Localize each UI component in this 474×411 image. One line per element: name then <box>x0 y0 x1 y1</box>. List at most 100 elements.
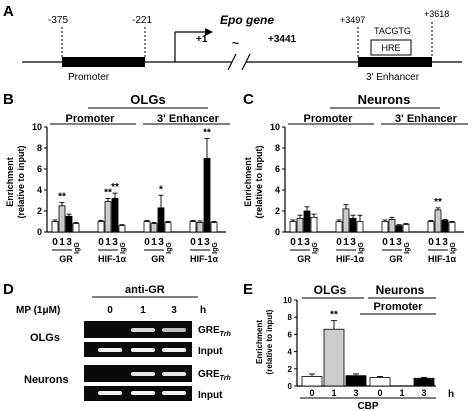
chart-c-bar-0-3 <box>310 216 318 233</box>
group-label-olgs: OLGs <box>314 283 347 297</box>
chart-c-ytick-label-4: 8 <box>275 143 280 153</box>
panel-e: E OLGs Neurons Promoter Enrichment (rela… <box>243 281 454 411</box>
chart-b-ytick-label-0: 0 <box>37 227 42 237</box>
panel-c: C Neurons Promoter 3' Enhancer Enrichmen… <box>243 91 468 264</box>
chart-e-time-label-2: 3 <box>353 388 358 398</box>
chart-b-time-label-2-1: 1 <box>151 237 157 248</box>
panel-b-letter: B <box>3 91 14 108</box>
chart-c-time-label-2-0: 0 <box>382 237 388 248</box>
row-label-olgs: OLGs <box>30 332 60 344</box>
panel-a: A -375 -221 Promoter Epo gene +1 ~ +3441… <box>3 3 462 83</box>
chart-c-igg-label-0: IgG <box>312 242 319 254</box>
panel-b-region-enhancer: 3' Enhancer <box>157 113 220 125</box>
chart-b-bar-0-1 <box>58 205 66 233</box>
chart-c-igg-label-2: IgG <box>404 242 411 254</box>
gre-label-neurons: GRETrh <box>198 369 231 382</box>
chart-c-ytick-label-1: 2 <box>275 206 280 216</box>
chart-b-bar-1-3 <box>118 225 126 233</box>
panel-c-region-enhancer: 3' Enhancer <box>395 113 458 125</box>
chart-c-igg-label-3: IgG <box>450 242 457 254</box>
chart-c-time-label-2-1: 1 <box>389 237 395 248</box>
chart-b-time-label-0-2: 3 <box>66 237 72 248</box>
chart-e-time-label-3: 0 <box>377 388 382 398</box>
pos-p3497: +3497 <box>340 15 365 25</box>
panel-b-ylabel-2: (relative to input) <box>16 145 26 218</box>
chart-c-ytick-label-2: 4 <box>275 185 280 195</box>
chart-c-time-label-0-0: 0 <box>290 237 296 248</box>
chart-c-time-label-1-2: 3 <box>350 237 356 248</box>
chart-c-bar-3-1 <box>434 209 442 233</box>
panel-a-letter: A <box>3 3 14 20</box>
chart-b-sig-2-2: * <box>159 184 163 195</box>
chart-c-time-label-2-2: 3 <box>396 237 402 248</box>
chart-b-bar-3-2 <box>203 158 211 233</box>
chart-b-time-label-1-1: 1 <box>105 237 111 248</box>
panel-b-title: OLGs <box>130 92 165 107</box>
break-mark-2 <box>241 53 251 71</box>
chart-e-bar-0-1 <box>323 328 345 387</box>
band-neurons-gre-3h <box>162 372 186 376</box>
chart-e-plot: 0 2 4 6 8 10 0 ** 1 3 0 1 3 <box>283 296 436 398</box>
chart-b-bar-2-1 <box>150 223 158 233</box>
pos-p1: +1 <box>196 34 208 45</box>
chart-c-bar-2-2 <box>395 225 403 233</box>
chart-b-bar-0-0 <box>51 221 59 233</box>
chart-b-bar-3-0 <box>189 221 197 233</box>
lane-label-0: 0 <box>107 305 113 316</box>
time-unit-d: h <box>200 305 206 316</box>
promoter-label: Promoter <box>68 72 110 83</box>
panel-c-letter: C <box>243 91 254 108</box>
chart-b-bar-2-2 <box>157 207 165 233</box>
chart-c-bar-3-3 <box>448 222 456 233</box>
chart-c-bar-2-0 <box>381 221 389 233</box>
chart-c-time-label-3-2: 3 <box>442 237 448 248</box>
chart-b-time-label-3-0: 0 <box>190 237 196 248</box>
group-label-neurons: Neurons <box>376 283 425 297</box>
chart-b-ytick-label-5: 10 <box>32 122 42 132</box>
chart-b-antibody-label-1: HIF-1α <box>98 254 127 264</box>
chart-b-bar-2-3 <box>164 222 172 233</box>
chart-c-bar-1-2 <box>349 217 357 233</box>
chart-c-bar-0-0 <box>289 221 297 233</box>
gene-name: Epo gene <box>220 13 274 27</box>
chart-b-bar-2-0 <box>143 221 151 233</box>
chart-e-sig-0-1: ** <box>330 310 338 321</box>
chart-b-ytick-label-2: 4 <box>37 185 42 195</box>
chart-b-bar-1-0 <box>97 221 105 233</box>
band-neurons-input-1h <box>131 391 155 395</box>
panel-e-ylabel-1: Enrichment <box>255 320 264 364</box>
chart-c-time-label-0-1: 1 <box>297 237 303 248</box>
band-olgs-input-0h <box>98 348 122 352</box>
chart-b-sig-1-1: ** <box>104 187 112 198</box>
chart-b-time-label-1-2: 3 <box>112 237 118 248</box>
chart-c-time-label-1-0: 0 <box>336 237 342 248</box>
chart-b-bar-3-3 <box>210 222 218 233</box>
enhancer-label: 3' Enhancer <box>366 72 420 83</box>
gre-label-olgs: GRETrh <box>198 325 231 338</box>
chart-b-bar-3-1 <box>196 222 204 233</box>
panel-d: D anti-GR MP (1μM) h 0 1 3 OLGs Neurons GR… <box>3 281 231 401</box>
chart-e-time-label-1: 1 <box>331 388 336 398</box>
panel-c-ylabel-2: (relative to input) <box>254 145 264 218</box>
chart-e-ytick-label-3: 6 <box>288 330 293 339</box>
chart-e-bar-1-2 <box>413 377 435 387</box>
chart-c-ytick-label-0: 0 <box>275 227 280 237</box>
chart-c-time-label-1-1: 1 <box>343 237 349 248</box>
chart-c-bar-1-0 <box>335 221 343 233</box>
chart-b-sig-1-2: ** <box>111 182 119 193</box>
antibody-label: anti-GR <box>125 284 165 296</box>
chart-c-bar-2-3 <box>402 224 410 233</box>
panel-b-region-promoter: Promoter <box>66 113 116 125</box>
chart-e-ytick-label-1: 2 <box>288 365 293 374</box>
chart-c-ytick-label-3: 6 <box>275 164 280 174</box>
lane-label-1: 1 <box>140 305 146 316</box>
chart-b-time-label-3-1: 1 <box>197 237 203 248</box>
chart-c-ytick-label-5: 10 <box>270 122 280 132</box>
pos-p3441: +3441 <box>268 34 297 45</box>
chart-e-time-label-5: 3 <box>421 388 426 398</box>
chart-b-time-label-1-0: 0 <box>98 237 104 248</box>
chart-b-ytick-label-4: 8 <box>37 143 42 153</box>
